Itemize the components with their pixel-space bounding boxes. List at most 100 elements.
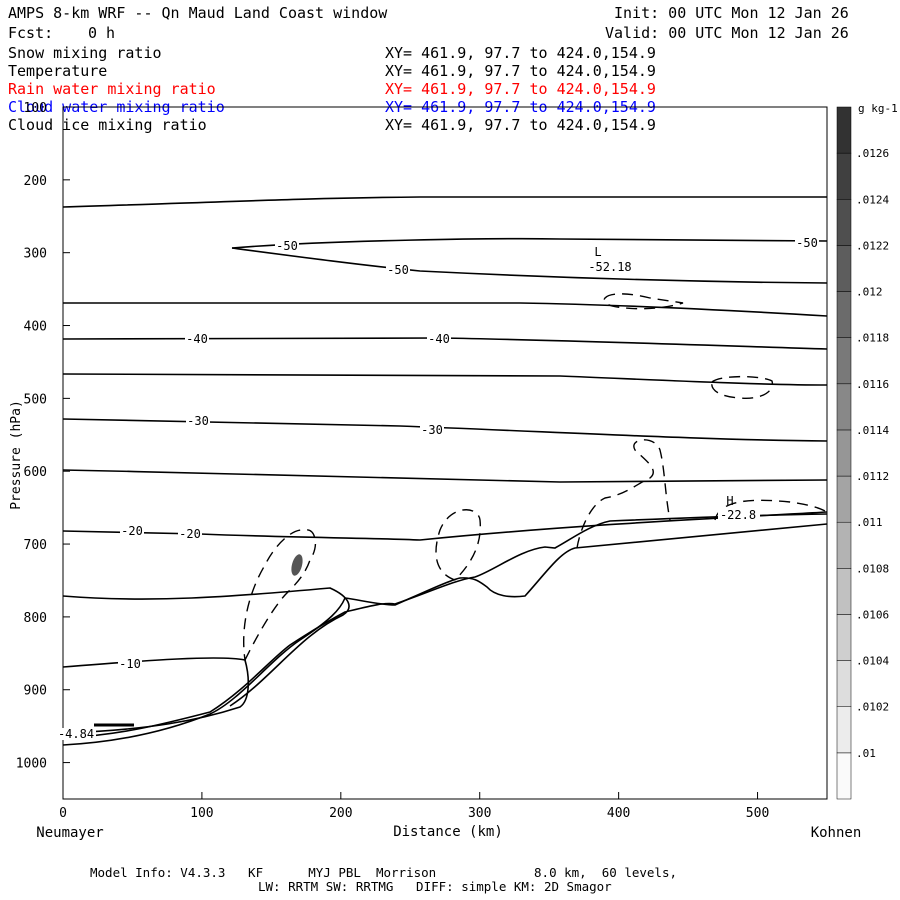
isotherm-minus10 xyxy=(62,657,250,734)
colorbar-swatch xyxy=(836,383,852,431)
x-axis: 0 100 200 300 400 500 xyxy=(59,792,769,821)
y-axis: 100 200 300 400 500 600 700 800 900 1000 xyxy=(16,101,70,772)
isotherm-minus55 xyxy=(62,196,827,208)
colorbar-swatch xyxy=(836,568,852,615)
ice-contour-5 xyxy=(603,293,684,310)
isotherm-minus45 xyxy=(63,302,828,317)
y-tick-label: 1000 xyxy=(16,757,47,772)
colorbar-swatch xyxy=(836,752,852,800)
colorbar-unit: g kg-1 xyxy=(858,102,898,115)
x-tick-label: 300 xyxy=(468,806,491,821)
ice-contour-6 xyxy=(711,375,774,399)
colorbar-swatch xyxy=(836,660,852,707)
label-minus20-a: -20 xyxy=(121,524,143,538)
x-label-right-station: Kohnen xyxy=(811,825,862,841)
isotherm-minus25 xyxy=(62,469,828,483)
ice-contour-1 xyxy=(243,529,317,663)
colorbar-label: .0122 xyxy=(856,239,889,252)
y-tick-label: 100 xyxy=(24,101,47,116)
field-xy-snow: XY= 461.9, 97.7 to 424.0,154.9 xyxy=(385,44,656,62)
y-tick-label: 300 xyxy=(24,247,47,262)
field-xy-rain: XY= 461.9, 97.7 to 424.0,154.9 xyxy=(385,80,656,98)
field-xy-cloud-ice: XY= 461.9, 97.7 to 424.0,154.9 xyxy=(385,116,656,134)
isotherm-minus50-upper xyxy=(231,237,828,249)
label-minus50-c: -50 xyxy=(796,236,818,250)
colorbar-label: .01 xyxy=(856,747,876,760)
y-tick-label: 200 xyxy=(24,174,47,189)
colorbar-swatch xyxy=(836,614,852,661)
ice-contour-4 xyxy=(714,499,828,521)
colorbar-swatch xyxy=(836,291,852,338)
x-tick-label: 400 xyxy=(607,806,630,821)
y-tick-label: 800 xyxy=(24,611,47,626)
y-tick-label: 400 xyxy=(24,320,47,335)
colorbar-label: .011 xyxy=(856,516,883,529)
colorbar-label: .0126 xyxy=(856,147,889,160)
colorbar-label: .0106 xyxy=(856,608,889,621)
label-minus50-b: -50 xyxy=(387,263,409,277)
colorbar-swatch xyxy=(836,706,852,754)
isotherm-minus35 xyxy=(62,373,828,386)
colorbar-label: .0112 xyxy=(856,470,889,483)
forecast-label: Fcst: xyxy=(8,24,54,42)
colorbar-swatch xyxy=(836,152,852,200)
model-info: Model Info: V4.3.3 KF MYJ PBL Morrison 8… xyxy=(90,865,677,880)
snow-shading xyxy=(291,554,303,576)
field-name-snow: Snow mixing ratio xyxy=(8,44,162,62)
chart-title: AMPS 8-km WRF -- Qn Maud Land Coast wind… xyxy=(8,4,388,22)
isotherm-minus50-lower xyxy=(231,247,828,284)
y-axis-title: Pressure (hPa) xyxy=(9,400,24,510)
colorbar-swatch xyxy=(836,245,852,292)
field-xy-temperature: XY= 461.9, 97.7 to 424.0,154.9 xyxy=(385,62,656,80)
x-label-left-station: Neumayer xyxy=(36,825,103,841)
colorbar-swatch xyxy=(836,429,852,477)
colorbar-swatch xyxy=(836,199,852,246)
high-symbol: H xyxy=(726,494,733,508)
label-minus30-b: -30 xyxy=(421,423,443,437)
colorbar-swatch xyxy=(836,106,852,154)
label-minus40-b: -40 xyxy=(428,332,450,346)
forecast-hour: 0 h xyxy=(88,24,116,42)
colorbar-label: .0124 xyxy=(856,193,889,206)
x-tick-label: 100 xyxy=(190,806,213,821)
colorbar-label: .0114 xyxy=(856,424,889,437)
isotherm-minus20 xyxy=(62,511,828,541)
y-tick-label: 600 xyxy=(24,465,47,480)
valid-time: Valid: 00 UTC Mon 12 Jan 26 xyxy=(605,24,849,42)
x-axis-title: Distance (km) xyxy=(393,824,503,840)
colorbar-label: .012 xyxy=(856,286,883,299)
field-name-temperature: Temperature xyxy=(8,62,108,80)
colorbar: g kg-1 .01 .0102 .0104 .0106 .0108 .011 .0112.… xyxy=(836,102,898,800)
init-time: Init: 00 UTC Mon 12 Jan 26 xyxy=(614,4,849,22)
low-symbol: L xyxy=(594,245,601,259)
cloud-ice-contours xyxy=(243,293,828,663)
plot-frame xyxy=(62,106,828,800)
isotherm-minus30 xyxy=(62,418,828,442)
y-tick-label: 500 xyxy=(24,392,47,407)
model-physics: LW: RRTM SW: RRTMG DIFF: simple KM: 2D S… xyxy=(258,879,612,894)
surface-value: -4.84 xyxy=(58,727,94,741)
y-tick-label: 900 xyxy=(24,684,47,699)
terrain-surface-inner xyxy=(62,513,828,739)
label-minus20-b: -20 xyxy=(179,527,201,541)
label-minus10: -10 xyxy=(119,657,141,671)
field-name-cloud-ice: Cloud ice mixing ratio xyxy=(8,116,207,134)
label-minus40-a: -40 xyxy=(186,332,208,346)
colorbar-label: .0116 xyxy=(856,378,889,391)
isotherm-minus40 xyxy=(62,337,828,350)
low-value: -52.18 xyxy=(588,260,631,274)
label-minus30-a: -30 xyxy=(187,414,209,428)
field-name-rain: Rain water mixing ratio xyxy=(8,80,216,98)
colorbar-swatch xyxy=(836,337,852,385)
colorbar-swatch xyxy=(836,521,852,569)
ice-contour-3 xyxy=(576,439,671,549)
colorbar-label: .0118 xyxy=(856,332,889,345)
contour-labels: -50 -50 -50 -40 -40 -30 -30 -20 -20 -10 … xyxy=(58,236,819,741)
colorbar-label: .0108 xyxy=(856,562,889,575)
x-tick-label: 500 xyxy=(746,806,769,821)
y-tick-label: 700 xyxy=(24,538,47,553)
high-value: -22.8 xyxy=(720,508,756,522)
temperature-contours xyxy=(62,196,828,746)
terrain-surface xyxy=(62,523,828,746)
